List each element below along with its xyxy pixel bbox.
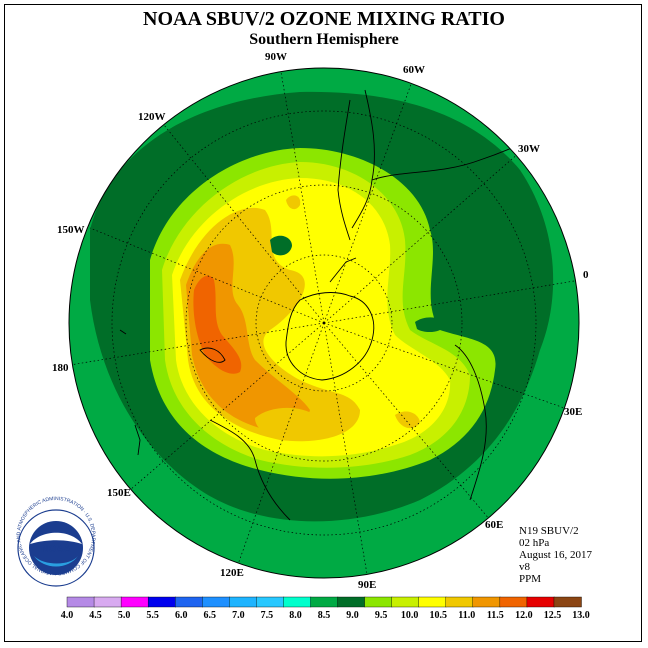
longitude-labels: 0 30E 60E 90E 120E 150E 180 150W 120W 90… [52,51,589,591]
colorbar-tick-label: 11.5 [487,610,504,621]
figure-frame [4,4,642,642]
lon-label-30w: 30W [518,143,540,155]
colorbar-tick-label: 9.0 [346,610,359,621]
lon-label-150w: 150W [57,224,85,236]
colorbar-swatch [256,596,285,608]
lon-label-0: 0 [583,269,589,281]
lon-label-60e: 60E [485,519,503,531]
lon-label-90w: 90W [265,51,287,63]
colorbar-swatch [418,596,447,608]
colorbar-tick-label: 5.0 [118,610,131,621]
colorbar-tick-label: 12.5 [544,610,562,621]
ozone-field [69,68,579,578]
colorbar-swatch [364,596,393,608]
colorbar-swatch [553,596,582,608]
colorbar-swatch [526,596,555,608]
lon-label-180: 180 [52,362,69,374]
colorbar-tick-label: 8.5 [318,610,331,621]
colorbar-tick-label: 10.5 [429,610,447,621]
lon-label-120e: 120E [220,567,244,579]
metadata-block: N19 SBUV/2 02 hPa August 16, 2017 v8 PPM [519,525,592,585]
colorbar-tick-label: 9.5 [375,610,388,621]
lon-label-120w: 120W [138,111,166,123]
colorbar-tick-label: 4.5 [89,610,102,621]
colorbar-swatch [93,596,122,608]
colorbar-tick-label: 7.0 [232,610,245,621]
colorbar-swatch [202,596,231,608]
map-border [68,67,580,579]
date-label: August 16, 2017 [519,549,593,561]
pressure-level: 02 hPa [519,537,550,549]
units-label: PPM [519,573,542,585]
colorbar-tick-label: 6.0 [175,610,188,621]
satellite-label: N19 SBUV/2 [519,525,579,537]
colorbar-swatch [472,596,501,608]
colorbar-tick-label: 4.0 [61,610,74,621]
colorbar-swatch [499,596,528,608]
colorbar-swatch [310,596,339,608]
colorbar-tick-label: 5.5 [146,610,159,621]
page-title: NOAA SBUV/2 OZONE MIXING RATIO [143,8,505,30]
version-label: v8 [519,561,530,573]
colorbar-swatch [229,596,258,608]
colorbar-swatch [337,596,366,608]
colorbar-tick-label: 7.5 [261,610,274,621]
page-subtitle: Southern Hemisphere [249,31,399,48]
lon-label-90e: 90E [358,579,376,591]
colorbar-tick-label: 10.0 [401,610,419,621]
colorbar-swatch [147,596,176,608]
colorbar-swatch [175,596,203,608]
colorbar-tick-label: 11.0 [458,610,475,621]
colorbar-swatch [66,596,95,608]
colorbar-tick-label: 6.5 [204,610,217,621]
lon-label-60w: 60W [403,64,425,76]
lon-label-30e: 30E [564,406,582,418]
colorbar-tick-label: 13.0 [572,610,590,621]
colorbar-swatch [445,596,474,608]
colorbar-swatch [283,596,312,608]
coastlines [119,89,549,521]
colorbar-tick-label: 8.0 [289,610,302,621]
logo-center-text: NOAA [41,544,70,555]
colorbar-tick-label: 12.0 [515,610,533,621]
lon-label-150e: 150E [107,487,131,499]
colorbar-swatch [391,596,420,608]
colorbar-swatch [120,596,149,608]
graticule [69,68,579,578]
colorbar: 4.0 4.5 5.0 5.5 6.0 6.5 7.0 7.5 8.0 8.5 9.0 9.5 10.0… [61,596,590,621]
